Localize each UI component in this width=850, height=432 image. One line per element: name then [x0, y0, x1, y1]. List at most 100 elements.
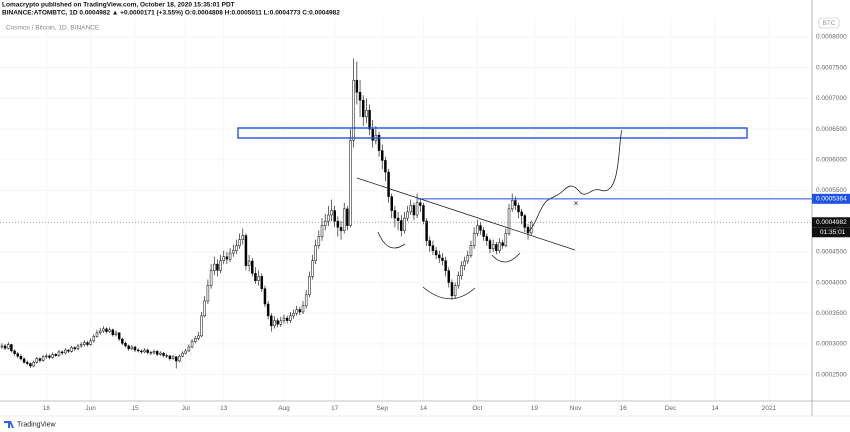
candle-body [168, 355, 172, 359]
candle-body [393, 210, 397, 219]
candle-body [327, 214, 330, 222]
candle-body [466, 255, 470, 262]
x-tick-label: Oct [472, 405, 482, 412]
candle-body [73, 347, 77, 350]
candle-body [67, 349, 70, 352]
candle-body [38, 358, 42, 361]
candle-body [238, 239, 241, 246]
candle-body [216, 263, 219, 271]
drawings: × [237, 127, 748, 300]
candle-body [444, 260, 447, 271]
candle-body [263, 288, 267, 305]
candle-body [270, 315, 273, 327]
candle-body [95, 332, 99, 337]
footer-logo[interactable] [4, 421, 14, 428]
trend-line [356, 177, 576, 251]
candle-body [194, 338, 197, 342]
candle-body [232, 250, 235, 254]
x-tick-label: Jun [85, 405, 96, 412]
footer-brand[interactable]: TradingView [17, 421, 56, 428]
candle-body [377, 134, 381, 151]
candle-body [361, 99, 365, 118]
candle-body [422, 205, 425, 222]
x-tick-label: 15 [131, 405, 139, 412]
candle-body [54, 354, 58, 356]
candle-body [114, 332, 118, 335]
candle-body [298, 309, 302, 313]
y-tick-label: 0.0007500 [816, 64, 847, 71]
candle-body [355, 79, 359, 93]
candle-body [279, 320, 283, 325]
candle-body [149, 352, 153, 354]
candle-body [98, 330, 102, 334]
candle-body [0, 345, 4, 348]
head-arc [422, 286, 476, 300]
level-label-box [812, 193, 850, 204]
candle-body [203, 300, 206, 317]
candle-body [241, 235, 245, 240]
candle-body [7, 344, 10, 349]
candle-body [3, 345, 7, 349]
candle-body [178, 355, 181, 362]
candle-body [16, 353, 19, 357]
y-tick-label: 0.0006000 [816, 157, 847, 164]
candle-body [333, 210, 336, 222]
candle-body [419, 202, 422, 206]
candle-body [102, 328, 105, 332]
candle-body [491, 244, 495, 250]
candle-body [64, 349, 67, 354]
candle-body [380, 150, 384, 161]
candle-body [51, 354, 54, 358]
x-tick-label: 19 [531, 405, 539, 412]
candle-body [368, 110, 371, 130]
candle-body [181, 352, 184, 357]
candle-body [105, 328, 108, 332]
candle-body [222, 256, 225, 261]
candle-body [13, 350, 16, 354]
candle-body [254, 273, 257, 281]
x-tick-label: 14 [420, 405, 428, 412]
candle-body [89, 340, 92, 345]
candle-body [219, 260, 222, 271]
candle-body [463, 260, 466, 266]
candle-body [127, 345, 130, 350]
y-tick-label: 0.0003000 [816, 341, 847, 348]
chart-title: Cosmos / Bitcoin, 1D, BINANCE [6, 25, 100, 32]
candle-body [285, 317, 289, 321]
candle-body [143, 349, 146, 353]
candle-body [390, 196, 393, 211]
x-tick-label: 14 [711, 405, 719, 412]
candle-body [79, 344, 83, 347]
candle-body [441, 257, 444, 261]
candle-body [415, 202, 419, 216]
candle-body [136, 349, 140, 352]
candle-body [213, 263, 216, 271]
candle-body [526, 227, 530, 234]
candle-body [83, 342, 86, 345]
candle-body [251, 260, 254, 274]
projection-path [527, 129, 623, 233]
candle-body [336, 220, 340, 228]
candle-body [412, 205, 416, 216]
candle-body [460, 265, 463, 276]
candle-body [387, 171, 390, 197]
candle-body [260, 276, 264, 289]
candle-body [485, 236, 489, 241]
target-mark: × [574, 199, 579, 208]
candle-body [130, 346, 134, 350]
candle-body [523, 215, 527, 228]
candle-body [349, 140, 352, 226]
currency[interactable]: BTC [823, 20, 836, 27]
candle-body [330, 210, 333, 216]
candle-body [111, 329, 115, 335]
candle-body [453, 285, 457, 297]
candle-body [428, 240, 432, 246]
candle-body [70, 347, 73, 352]
candle-body [476, 225, 479, 234]
candle-body [400, 220, 403, 231]
candle-body [57, 351, 61, 356]
currency-box[interactable] [818, 17, 840, 29]
y-tick-label: 0.0002500 [816, 371, 847, 378]
candle-body [406, 211, 409, 219]
candle-body [76, 345, 80, 350]
